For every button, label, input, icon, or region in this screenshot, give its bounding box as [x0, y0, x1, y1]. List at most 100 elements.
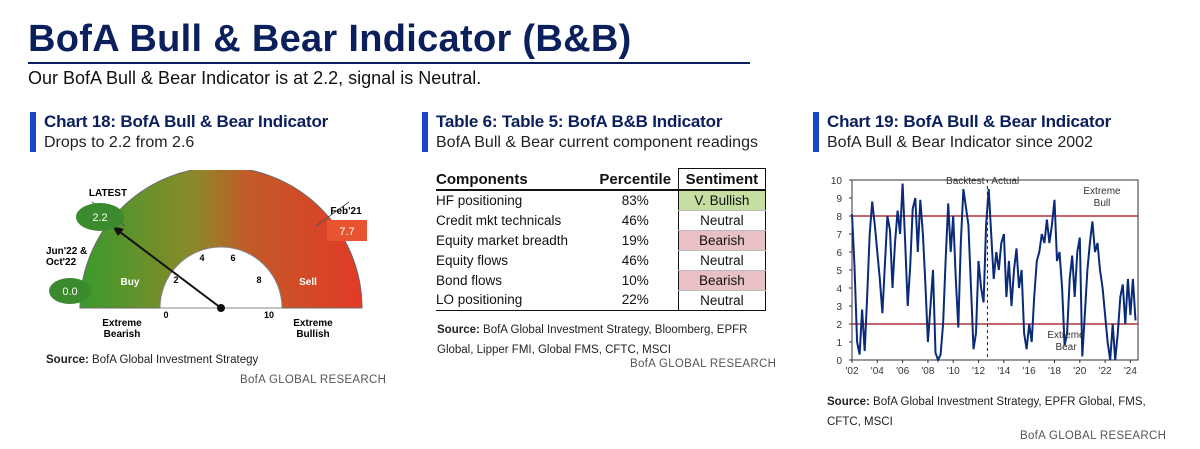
x-tick-label: '08: [921, 366, 934, 377]
panel-3-subtitle: BofA Bull & Bear Indicator since 2002: [827, 134, 1093, 151]
low-marker-label: Jun'22 & Oct'22: [46, 246, 87, 268]
gauge-needle-hub: [217, 304, 225, 312]
table-row: Equity market breadth 19% Bearish: [436, 230, 767, 251]
sentiment-cell: Bearish: [677, 270, 767, 291]
table-row: Bond flows 10% Bearish: [436, 270, 767, 291]
latest-bubble: [76, 203, 124, 231]
column-header: Components: [436, 168, 593, 191]
panel-accent-bar: [422, 112, 428, 152]
extreme-bear-annotation: Bear: [1055, 342, 1077, 353]
percentile-cell: 10%: [621, 272, 649, 288]
backtest-annotation: Backtest: [946, 176, 985, 187]
x-tick-label: '16: [1023, 366, 1036, 377]
component-cell: Equity flows: [436, 252, 509, 268]
percentile-cell: 46%: [621, 252, 649, 268]
latest-value: 2.2: [92, 212, 107, 224]
table-row: HF positioning 83% V. Bullish: [436, 190, 767, 211]
indicator-line: [851, 183, 1137, 363]
percentile-cell: 46%: [621, 212, 649, 228]
latest-label: LATEST: [89, 188, 127, 199]
panel-accent-bar: [30, 112, 36, 152]
source-text: BofA Global Investment Strategy, EPFR Gl…: [827, 396, 1146, 428]
panel-3-brand: BofA GLOBAL RESEARCH: [1020, 430, 1167, 442]
y-tick-label: 4: [836, 284, 842, 295]
source-text: BofA Global Investment Strategy, Bloombe…: [437, 324, 748, 356]
percentile-cell: 83%: [621, 193, 649, 208]
extreme-bull-annotation: Extreme: [1083, 186, 1121, 197]
x-tick-label: '18: [1048, 366, 1061, 377]
y-tick-label: 5: [836, 266, 842, 277]
page-title: BofA Bull & Bear Indicator (B&B): [28, 18, 632, 60]
component-cell: Equity market breadth: [436, 232, 569, 248]
percentile-cell: 22%: [592, 290, 679, 311]
x-tick-label: '06: [896, 366, 909, 377]
panel-2-subtitle: BofA Bull & Bear current component readi…: [436, 134, 758, 151]
panel-accent-bar: [813, 112, 819, 152]
x-tick-label: '10: [947, 366, 960, 377]
gauge-tick-label: 0: [163, 310, 168, 320]
low-marker-value: 0.0: [62, 286, 77, 298]
gauge-tick-label: 6: [230, 253, 235, 263]
x-tick-label: '14: [997, 366, 1010, 377]
low-marker-bubble: [49, 278, 91, 304]
component-cell: Credit mkt technicals: [436, 212, 562, 228]
x-tick-label: '24: [1124, 366, 1137, 377]
source-text: BofA Global Investment Strategy: [92, 354, 259, 366]
column-header: Sentiment: [677, 168, 767, 191]
x-tick-label: '12: [972, 366, 985, 377]
component-cell: HF positioning: [436, 193, 523, 208]
percentile-cell: 19%: [621, 232, 649, 248]
y-tick-label: 3: [836, 302, 842, 313]
extreme-bullish-label: Extreme Bullish: [293, 318, 333, 340]
gauge-needle: [111, 225, 222, 309]
sell-zone-divider: [315, 201, 350, 227]
y-tick-label: 0: [836, 356, 842, 367]
gauge-chart: 0 2 4 6 8 10 Buy Sell LATEST 2.2 Jun'22 …: [46, 170, 367, 340]
panel-2-title: Table 6: Table 5: BofA B&B Indicator: [436, 112, 723, 131]
sentiment-cell: V. Bullish: [677, 190, 767, 211]
x-tick-label: '04: [871, 366, 884, 377]
gauge-inner-face: [159, 246, 283, 309]
feb21-value: 7.7: [339, 226, 354, 238]
y-tick-label: 8: [836, 212, 842, 223]
y-tick-label: 1: [836, 338, 842, 349]
table-row: Equity flows 46% Neutral: [436, 250, 767, 271]
x-tick-label: '20: [1073, 366, 1086, 377]
panel-1-source: Source: BofA Global Investment Strategy: [46, 350, 258, 370]
gauge-tick-label: 10: [264, 310, 274, 320]
panel-2-brand: BofA GLOBAL RESEARCH: [630, 358, 777, 370]
actual-annotation: Actual: [991, 176, 1019, 187]
extreme-bull-annotation: Bull: [1094, 198, 1111, 209]
feb21-label: Feb'21: [330, 206, 362, 217]
x-tick-label: '02: [845, 366, 858, 377]
y-tick-label: 7: [836, 230, 842, 241]
extreme-bearish-label: Extreme Bearish: [102, 318, 142, 340]
table-header-row: Components Percentile Sentiment: [436, 168, 767, 191]
y-tick-label: 2: [836, 320, 842, 331]
panel-1-subtitle: Drops to 2.2 from 2.6: [44, 134, 195, 151]
y-tick-label: 9: [836, 194, 842, 205]
extreme-bear-annotation: Extreme: [1047, 330, 1085, 341]
components-table: Components Percentile Sentiment HF posit…: [436, 168, 767, 311]
panel-3-title: Chart 19: BofA Bull & Bear Indicator: [827, 112, 1112, 131]
feb21-box: [327, 220, 367, 241]
sentiment-cell: Neutral: [677, 290, 767, 311]
panel-1-brand: BofA GLOBAL RESEARCH: [240, 374, 387, 386]
gauge-tick-label: 2: [173, 275, 178, 285]
sentiment-cell: Bearish: [677, 230, 767, 251]
panel-3-source: Source: BofA Global Investment Strategy,…: [827, 392, 1147, 432]
gauge-tick-label: 8: [256, 275, 261, 285]
sell-zone-label: Sell: [299, 277, 317, 288]
line-chart: 0 1 2 3 4 5 6 7 8 9 10 '02 '04 '06 '08 '10 '12 '14 '16 '18 '…: [831, 176, 1139, 377]
table-row: LO positioning 22% Neutral: [436, 290, 767, 311]
source-label: Source:: [437, 324, 480, 336]
page-subtitle: Our BofA Bull & Bear Indicator is at 2.2…: [28, 68, 482, 88]
y-tick-label: 6: [836, 248, 842, 259]
component-cell: Bond flows: [436, 272, 503, 288]
y-tick-label: 10: [831, 176, 843, 187]
panel-2-source: Source: BofA Global Investment Strategy,…: [437, 320, 757, 360]
sentiment-cell: Neutral: [677, 210, 767, 231]
table-row: Credit mkt technicals 46% Neutral: [436, 210, 767, 231]
source-label: Source:: [827, 396, 870, 408]
sentiment-cell: Neutral: [677, 250, 767, 271]
